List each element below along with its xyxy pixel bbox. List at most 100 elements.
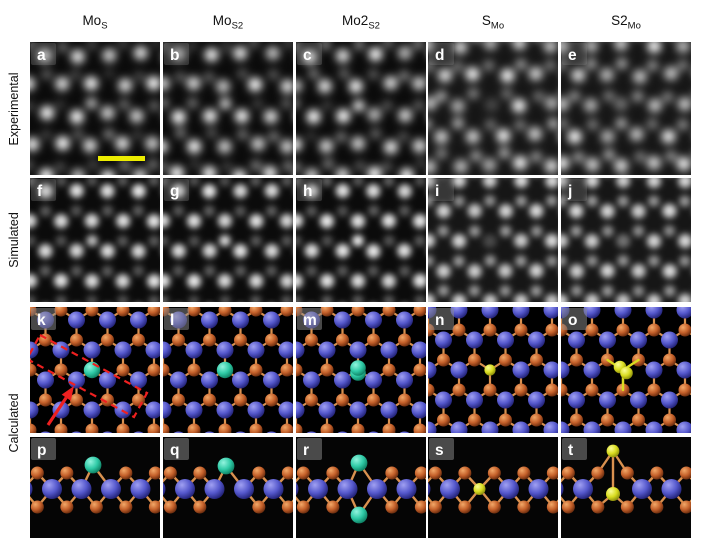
svg-text:b: b <box>170 47 179 64</box>
header-subscript: S <box>101 20 108 32</box>
letter-box <box>164 308 189 330</box>
panel-canvas-j: j <box>561 178 691 302</box>
panel-letter-g: g <box>164 179 189 201</box>
mo-atoms <box>561 479 682 499</box>
panel-letter-p: p <box>31 438 56 460</box>
stem-dots <box>296 42 426 175</box>
letter-box <box>429 308 454 330</box>
stem-dots <box>561 42 691 173</box>
s-atoms <box>163 307 293 433</box>
svg-text:i: i <box>435 183 439 200</box>
svg-text:o: o <box>568 312 577 329</box>
svg-text:g: g <box>170 183 179 200</box>
letter-box <box>164 43 189 65</box>
panel-q: q <box>163 437 293 538</box>
panel-canvas-d: d <box>428 42 558 175</box>
panel-letter-r: r <box>297 438 322 460</box>
defect-atom <box>606 358 640 392</box>
panel-canvas-l: l <box>163 307 293 433</box>
panel-letter-f: f <box>31 179 56 201</box>
defect-atom <box>217 457 235 475</box>
stem-dots <box>428 178 558 302</box>
letter-box <box>31 43 56 65</box>
svg-text:l: l <box>170 312 174 329</box>
panel-letter-d: d <box>429 43 454 65</box>
panel-c: c <box>296 42 426 175</box>
svg-text:h: h <box>303 183 312 200</box>
letter-box <box>297 43 322 65</box>
panel-canvas-r: r <box>296 437 426 538</box>
header-base: S <box>481 13 491 28</box>
panel-l: l <box>163 307 293 433</box>
svg-text:t: t <box>568 442 573 459</box>
panel-canvas-o: o <box>561 307 691 433</box>
letter-box <box>164 179 189 201</box>
svg-text:e: e <box>568 47 577 64</box>
defect-atom <box>350 454 368 524</box>
unit-cell-annotation <box>30 333 149 426</box>
mo-atoms <box>30 479 151 499</box>
panel-p: p <box>30 437 160 538</box>
panel-canvas-t: t <box>561 437 691 538</box>
letter-box <box>429 438 454 460</box>
panel-canvas-g: g <box>163 178 293 302</box>
column-header-MoS2: MoS2 <box>163 13 293 32</box>
svg-text:j: j <box>567 183 572 200</box>
panel-o: o <box>561 307 691 433</box>
stem-dots <box>296 178 426 302</box>
s-atoms <box>296 466 426 514</box>
panel-n: n <box>428 307 558 433</box>
column-header-Mo2S2: Mo2S2 <box>296 13 426 32</box>
panel-canvas-b: b <box>163 42 293 175</box>
panel-i: i <box>428 178 558 302</box>
svg-text:n: n <box>435 312 444 329</box>
row-label-simulated: Simulated <box>7 212 21 268</box>
stem-dots <box>30 178 160 302</box>
svg-text:c: c <box>303 47 312 64</box>
panel-b: b <box>163 42 293 175</box>
panel-j: j <box>561 178 691 302</box>
defect-atom <box>83 361 101 379</box>
mo-atoms <box>428 479 549 499</box>
mo-atoms <box>561 307 691 433</box>
svg-text:p: p <box>37 442 46 459</box>
panel-canvas-p: p <box>30 437 160 538</box>
header-subscript: S2 <box>231 20 244 32</box>
svg-text:q: q <box>170 442 179 459</box>
panel-t: t <box>561 437 691 538</box>
panel-d: d <box>428 42 558 175</box>
letter-box <box>31 438 56 460</box>
column-header-S2Mo: S2Mo <box>561 13 691 32</box>
letter-box <box>31 179 56 201</box>
panel-m: m <box>296 307 426 433</box>
panel-letter-k: k <box>31 308 56 330</box>
s-atoms <box>30 466 160 514</box>
panel-canvas-f: f <box>30 178 160 302</box>
panel-s: s <box>428 437 558 538</box>
header-subscript: S2 <box>368 20 380 32</box>
svg-text:m: m <box>303 312 317 329</box>
mo-atoms <box>30 311 160 433</box>
panel-letter-i: i <box>429 179 454 201</box>
s-atoms <box>428 466 558 514</box>
panel-canvas-h: h <box>296 178 426 302</box>
header-base: Mo <box>82 13 102 28</box>
panel-canvas-c: c <box>296 42 426 175</box>
defect-atom <box>350 360 366 381</box>
svg-text:a: a <box>37 47 46 64</box>
svg-text:f: f <box>37 183 43 200</box>
panel-letter-n: n <box>429 308 454 330</box>
mo-atoms <box>296 311 426 433</box>
letter-box <box>297 308 322 330</box>
panel-h: h <box>296 178 426 302</box>
letter-box <box>429 43 454 65</box>
header-base: S2 <box>611 13 628 28</box>
panel-canvas-s: s <box>428 437 558 538</box>
mo-atoms <box>296 479 417 499</box>
header-subscript: Mo <box>490 20 505 32</box>
defect-atom <box>216 361 234 379</box>
panel-a: a <box>30 42 160 175</box>
stem-dots <box>561 178 691 302</box>
unit-cell-box <box>30 333 149 419</box>
